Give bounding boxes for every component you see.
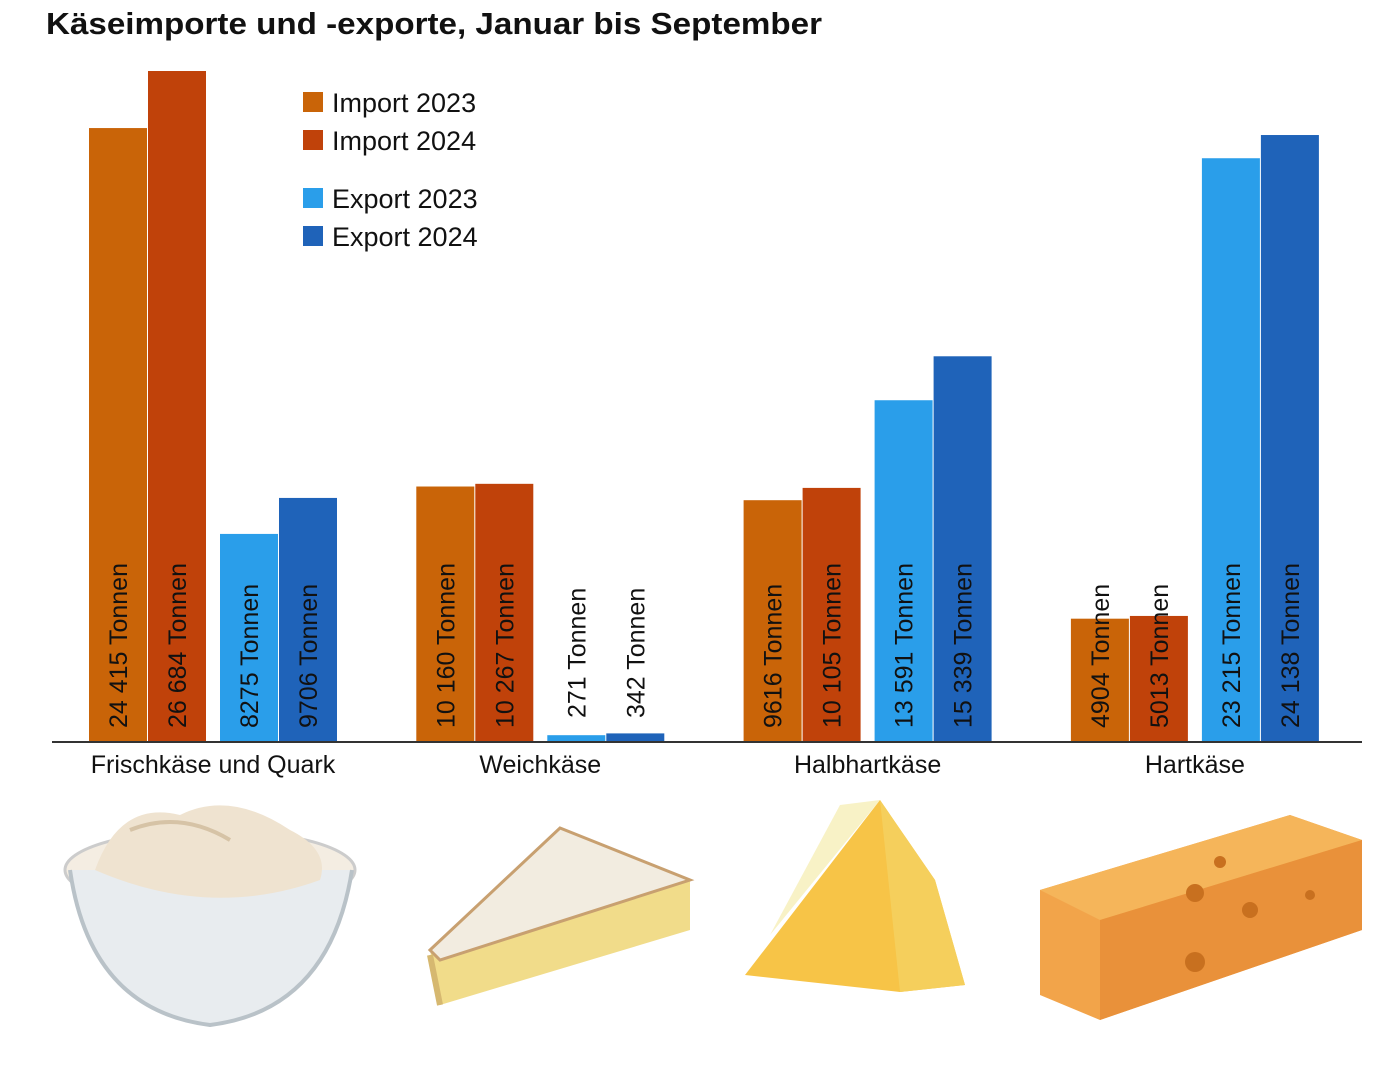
bar-value-label: 10 267 Tonnen — [491, 563, 519, 728]
bar — [416, 486, 475, 742]
legend-swatch — [303, 226, 323, 246]
chart-title: Käseimporte und -exporte, Januar bis Sep… — [46, 6, 822, 41]
bar — [89, 128, 147, 742]
bar-value-label: 24 415 Tonnen — [105, 563, 133, 728]
bar — [1129, 615, 1188, 742]
hard-cheese-block-image — [1040, 815, 1362, 1020]
bar — [279, 497, 337, 742]
soft-cheese-wedge-image — [427, 826, 695, 1006]
legend-label: Import 2023 — [332, 88, 476, 118]
bar — [1201, 158, 1260, 743]
category-label: Weichkäse — [479, 751, 601, 779]
bar-value-label: 15 339 Tonnen — [950, 563, 978, 728]
bar-value-label: 26 684 Tonnen — [164, 563, 192, 728]
bar-value-label: 13 591 Tonnen — [891, 563, 919, 728]
cream-cheese-bowl-image — [63, 805, 357, 1028]
category-label: Frischkäse und Quark — [91, 751, 336, 779]
bar-value-label: 10 105 Tonnen — [819, 563, 847, 728]
legend-swatch — [303, 92, 323, 112]
semi-hard-cheese-wedge-image — [745, 800, 965, 992]
bar — [475, 483, 534, 742]
bar-value-label: 10 160 Tonnen — [432, 563, 460, 728]
bar-value-label: 24 138 Tonnen — [1277, 563, 1305, 728]
legend: Import 2023 Import 2024 Export 2023 Export … — [303, 88, 478, 252]
bar — [220, 533, 278, 742]
legend-label: Export 2023 — [332, 184, 478, 214]
bar — [874, 400, 933, 742]
bar-value-label: 23 215 Tonnen — [1218, 563, 1246, 728]
category-labels: Frischkäse und Quark Weichkäse Halbhartkäs… — [91, 751, 1245, 779]
bar-value-label: 9706 Tonnen — [295, 584, 323, 728]
legend-swatch — [303, 188, 323, 208]
bar-value-label: 5013 Tonnen — [1146, 584, 1174, 728]
bar — [933, 356, 992, 742]
bars-layer: 24 415 Tonnen 26 684 Tonnen 8275 Tonnen 970… — [89, 71, 1319, 743]
bar — [606, 733, 665, 742]
bar — [148, 71, 206, 742]
bar — [802, 487, 861, 742]
bar-value-label: 9616 Tonnen — [760, 584, 788, 728]
bar — [547, 735, 606, 742]
bar-value-label: 4904 Tonnen — [1087, 584, 1115, 728]
bar — [1260, 135, 1319, 743]
legend-label: Import 2024 — [332, 126, 476, 156]
bar-value-label: 271 Tonnen — [563, 588, 591, 718]
legend-swatch — [303, 130, 323, 150]
bar — [1070, 618, 1129, 742]
bar — [743, 500, 802, 742]
category-label: Halbhartkäse — [794, 751, 941, 779]
bar-value-label: 342 Tonnen — [622, 588, 650, 718]
legend-label: Export 2024 — [332, 222, 478, 252]
bar-value-label: 8275 Tonnen — [236, 584, 264, 728]
category-label: Hartkäse — [1145, 751, 1245, 779]
